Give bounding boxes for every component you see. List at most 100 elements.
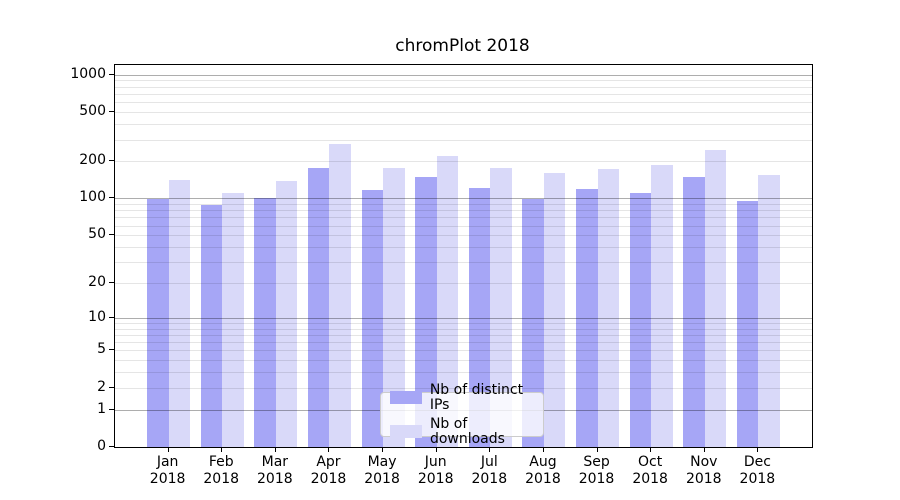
x-tick-label-nov: Nov 2018	[685, 454, 722, 487]
bar-jul-downloads	[490, 168, 512, 447]
bar-sep-downloads	[597, 169, 619, 447]
x-tick-feb	[221, 447, 223, 452]
gridline-40	[115, 246, 812, 248]
y-tick-label-100: 100	[79, 189, 106, 206]
x-tick-nov	[703, 447, 705, 452]
x-tick-oct	[650, 447, 652, 452]
x-tick-label-feb: Feb 2018	[203, 454, 240, 487]
gridline-4	[115, 360, 812, 362]
y-tick-50	[109, 234, 114, 236]
y-tick-100	[109, 197, 114, 199]
y-tick-label-0: 0	[97, 438, 106, 454]
y-tick-label-2: 2	[97, 378, 106, 395]
bar-aug-downloads	[543, 172, 566, 447]
gridline-7	[115, 334, 812, 336]
y-tick-label-20: 20	[88, 273, 106, 290]
x-tick-jul	[489, 447, 491, 452]
bar-jul-distinct-ips	[468, 187, 491, 447]
gridline-80	[115, 210, 812, 212]
gridline-6	[115, 342, 812, 344]
x-tick-jun	[435, 447, 437, 452]
x-tick-label-may: May 2018	[364, 454, 400, 487]
gridline-50	[115, 235, 812, 237]
gridline-800	[115, 86, 812, 88]
bar-jan-downloads	[168, 180, 191, 447]
gridline-8	[115, 328, 812, 330]
legend: Nb of distinct IPs Nb of downloads	[380, 382, 544, 446]
bar-nov-downloads	[704, 150, 727, 447]
gridline-9	[115, 322, 812, 324]
y-tick-20	[109, 281, 114, 283]
bar-mar-distinct-ips	[254, 197, 276, 447]
x-tick-label-jun: Jun 2018	[417, 454, 454, 487]
legend-swatch-distinct-ips	[390, 391, 422, 404]
y-tick-0	[109, 446, 114, 447]
bar-feb-downloads	[222, 193, 244, 447]
x-tick-mar	[274, 447, 276, 452]
legend-swatch-downloads	[390, 425, 422, 438]
bar-sep-distinct-ips	[576, 189, 598, 447]
gridline-30	[115, 262, 812, 263]
gridlines-layer	[115, 65, 812, 447]
y-tick-label-50: 50	[88, 226, 106, 243]
gridline-20	[115, 282, 812, 284]
gridline-1000	[115, 74, 812, 76]
bar-mar-downloads	[275, 181, 298, 447]
gridline-100	[115, 198, 812, 200]
bar-nov-distinct-ips	[683, 176, 705, 447]
x-tick-label-jul: Jul 2018	[471, 454, 508, 487]
legend-item-distinct-ips: Nb of distinct IPs	[381, 381, 543, 413]
bar-oct-distinct-ips	[629, 193, 652, 447]
gridline-3	[115, 372, 812, 374]
y-tick-label-1000: 1000	[70, 65, 106, 82]
gridline-600	[115, 102, 812, 104]
x-tick-label-dec: Dec 2018	[739, 454, 776, 487]
y-tick-10	[109, 316, 114, 318]
y-tick-1000	[109, 73, 114, 75]
gridline-500	[115, 112, 812, 114]
bar-aug-distinct-ips	[522, 199, 544, 447]
y-tick-label-1: 1	[97, 400, 106, 417]
gridline-300	[115, 139, 812, 141]
legend-item-downloads: Nb of downloads	[381, 415, 543, 447]
y-tick-label-10: 10	[88, 308, 106, 325]
gridline-70	[115, 217, 812, 219]
gridline-900	[115, 80, 812, 82]
bar-may-downloads	[383, 168, 405, 447]
x-tick-label-jan: Jan 2018	[149, 454, 186, 487]
bar-oct-downloads	[651, 165, 673, 447]
bars-layer	[115, 65, 812, 447]
y-tick-label-500: 500	[79, 103, 106, 120]
bar-jan-distinct-ips	[147, 199, 169, 447]
gridline-10	[115, 317, 812, 319]
legend-label-downloads: Nb of downloads	[429, 415, 505, 447]
bar-jun-distinct-ips	[415, 176, 437, 447]
bar-jun-downloads	[436, 155, 459, 447]
gridline-90	[115, 203, 812, 205]
y-tick-1	[109, 408, 114, 410]
gridline-200	[115, 161, 812, 163]
gridline-700	[115, 94, 812, 95]
x-tick-apr	[328, 447, 330, 452]
legend-label-distinct-ips: Nb of distinct IPs	[429, 381, 524, 413]
gridline-60	[115, 225, 812, 227]
y-tick-500	[109, 111, 114, 113]
x-tick-label-sep: Sep 2018	[578, 454, 615, 487]
bar-apr-distinct-ips	[308, 168, 330, 447]
y-tick-label-200: 200	[79, 152, 106, 169]
x-tick-label-oct: Oct 2018	[632, 454, 668, 487]
y-tick-200	[109, 160, 114, 162]
x-tick-jan	[167, 447, 169, 452]
bar-dec-downloads	[758, 175, 780, 447]
y-tick-2	[109, 386, 114, 388]
x-tick-label-aug: Aug 2018	[525, 454, 561, 487]
x-tick-sep	[596, 447, 598, 452]
gridline-400	[115, 124, 812, 126]
gridline-5	[115, 350, 812, 352]
x-tick-dec	[757, 447, 759, 452]
x-tick-label-apr: Apr 2018	[310, 454, 347, 487]
x-tick-aug	[542, 447, 544, 452]
bar-feb-distinct-ips	[200, 205, 223, 447]
plot-area	[114, 64, 813, 448]
